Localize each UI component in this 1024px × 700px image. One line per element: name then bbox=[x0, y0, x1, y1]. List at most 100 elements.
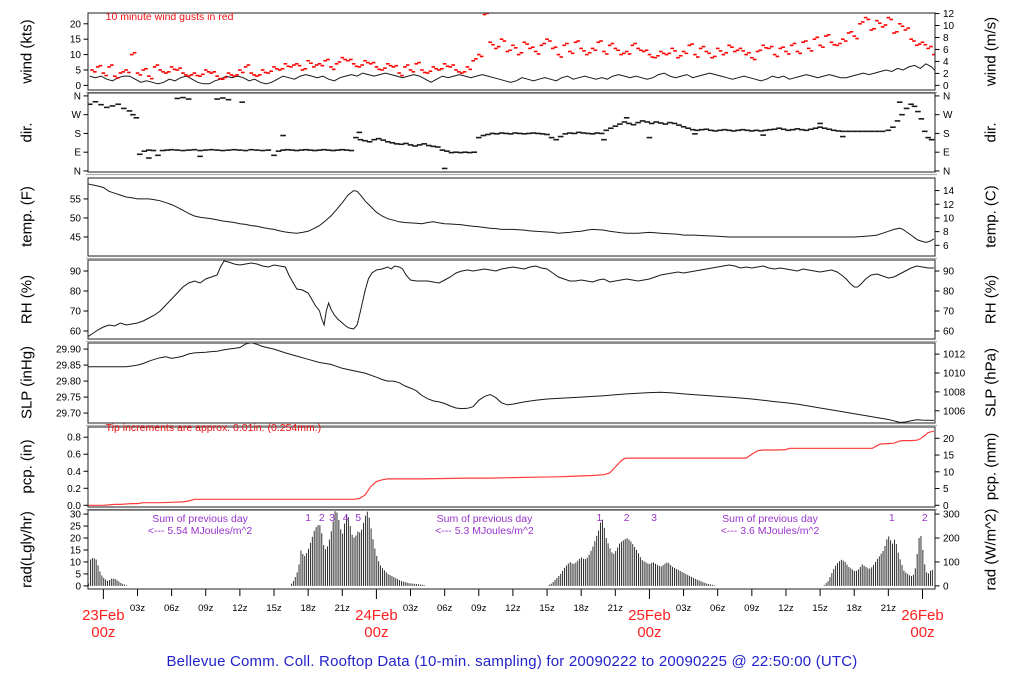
tick-label: 20 bbox=[943, 434, 955, 445]
x-axis: 03z 06z 09z 12z 15z 18z 21z 03z 06z 09z 12z 15z 18z 2… bbox=[82, 589, 944, 641]
tick-label: 6 bbox=[943, 241, 949, 252]
rad-peak-number: 2 bbox=[922, 512, 928, 524]
rad-peak-number: 3 bbox=[329, 512, 335, 524]
tick-label: 0.0 bbox=[67, 501, 81, 512]
panel-frame bbox=[87, 177, 936, 257]
x-day-label: 24Feb bbox=[355, 607, 398, 624]
tick-label: 60 bbox=[943, 327, 955, 338]
panel-pcp: 0.0 0.2 0.4 0.6 0.8 0 5 10 15 20 bbox=[67, 426, 955, 512]
tick-label: 29.80 bbox=[56, 377, 81, 388]
tick-label: 25 bbox=[70, 522, 82, 533]
precipitation-line bbox=[88, 430, 935, 506]
tick-label: 0.8 bbox=[67, 433, 81, 444]
x-hour-label: 18z bbox=[847, 603, 863, 614]
rad-peak-number: 3 bbox=[651, 512, 657, 524]
tick-label: 29.75 bbox=[56, 393, 81, 404]
tick-label: 5 bbox=[75, 65, 81, 76]
wind-gusts-dots bbox=[90, 13, 935, 81]
tick-label: 0 bbox=[943, 501, 949, 512]
rad-peak-number: 1 bbox=[305, 512, 311, 524]
x-hour-label: 09z bbox=[744, 603, 760, 614]
tick-label: 300 bbox=[943, 510, 960, 521]
rad-peak-number: 5 bbox=[355, 512, 361, 524]
x-hour-label: 03z bbox=[130, 603, 146, 614]
x-day-time-label: 00z bbox=[910, 624, 934, 641]
tick-label: 15 bbox=[70, 35, 82, 46]
wind-speed-line bbox=[89, 63, 935, 85]
rad-sum-annotation: Sum of previous day bbox=[437, 513, 533, 525]
tick-label: E bbox=[943, 148, 950, 159]
tick-label: N bbox=[74, 91, 81, 102]
tick-label: 60 bbox=[70, 327, 82, 338]
tick-label: S bbox=[943, 129, 950, 140]
x-day-time-label: 00z bbox=[364, 624, 388, 641]
panel-rh: 60 70 80 90 60 70 80 90 bbox=[70, 259, 955, 343]
x-hour-label: 12z bbox=[778, 603, 794, 614]
panel-frame bbox=[87, 342, 936, 424]
tick-label: 10 bbox=[943, 21, 955, 32]
tick-label: 0 bbox=[943, 581, 949, 592]
tick-label: 90 bbox=[943, 267, 955, 278]
x-hour-label: 12z bbox=[232, 603, 248, 614]
panel-frame bbox=[87, 259, 936, 340]
tick-label: 70 bbox=[70, 307, 82, 318]
tick-label: 12 bbox=[943, 9, 955, 20]
tick-label: 10 bbox=[70, 557, 82, 568]
tick-label: 45 bbox=[70, 232, 82, 243]
tick-label: 0 bbox=[75, 81, 81, 92]
tick-label: 200 bbox=[943, 534, 960, 545]
tick-label: 0.6 bbox=[67, 450, 81, 461]
tick-label: 0 bbox=[943, 81, 949, 92]
tick-label: W bbox=[72, 110, 82, 121]
tick-label: 80 bbox=[70, 287, 82, 298]
x-hour-label: 03z bbox=[676, 603, 692, 614]
tick-label: 15 bbox=[70, 545, 82, 556]
tick-label: 1006 bbox=[943, 406, 966, 417]
x-hour-label: 06z bbox=[164, 603, 180, 614]
tick-label: 1010 bbox=[943, 368, 966, 379]
figure-title: Bellevue Comm. Coll. Rooftop Data (10-mi… bbox=[166, 653, 858, 670]
tick-label: W bbox=[943, 110, 953, 121]
rad-peak-number: 4 bbox=[343, 512, 349, 524]
x-hour-label: 06z bbox=[710, 603, 726, 614]
tick-label: 0.2 bbox=[67, 484, 81, 495]
pcp-tip-annotation: Tip increments are approx. 0.01in. (0.25… bbox=[106, 422, 322, 434]
tick-label: 100 bbox=[943, 557, 960, 568]
tick-label: 90 bbox=[70, 267, 82, 278]
x-hour-label: 21z bbox=[881, 603, 897, 614]
x-hour-label: 15z bbox=[812, 603, 828, 614]
tick-label: 10 bbox=[943, 213, 955, 224]
tick-label: 8 bbox=[943, 227, 949, 238]
tick-label: 10 bbox=[943, 467, 955, 478]
tick-label: 8 bbox=[943, 33, 949, 44]
tick-label: 1012 bbox=[943, 350, 966, 361]
x-hour-label: 15z bbox=[539, 603, 555, 614]
x-hour-label: 18z bbox=[300, 603, 316, 614]
x-day-label: 23Feb bbox=[82, 607, 125, 624]
x-day-time-label: 00z bbox=[91, 624, 115, 641]
tick-label: 70 bbox=[943, 307, 955, 318]
x-hour-label: 09z bbox=[198, 603, 214, 614]
rad-peak-number: 1 bbox=[596, 512, 602, 524]
panel-frame bbox=[87, 92, 936, 173]
rad-peak-number: 2 bbox=[319, 512, 325, 524]
x-hour-label: 09z bbox=[471, 603, 487, 614]
x-hour-label: 18z bbox=[574, 603, 590, 614]
y-axis-label-right-rad: rad (W/m^2) bbox=[982, 507, 1000, 591]
tick-label: 5 bbox=[943, 484, 949, 495]
tick-label: 14 bbox=[943, 186, 955, 197]
tick-label: 0 bbox=[75, 581, 81, 592]
radiation-bars bbox=[88, 511, 933, 586]
tick-label: E bbox=[74, 148, 81, 159]
tick-label: 1008 bbox=[943, 387, 966, 398]
x-hour-label: 12z bbox=[505, 603, 521, 614]
tick-label: 6 bbox=[943, 45, 949, 56]
rad-sum-value: <--- 5.54 MJoules/m^2 bbox=[148, 525, 253, 537]
x-day-label: 26Feb bbox=[901, 607, 944, 624]
tick-label: 29.85 bbox=[56, 361, 81, 372]
tick-label: S bbox=[74, 129, 81, 140]
rad-sum-value: <--- 5.3 MJoules/m^2 bbox=[435, 525, 534, 537]
x-hour-label: 21z bbox=[608, 603, 624, 614]
